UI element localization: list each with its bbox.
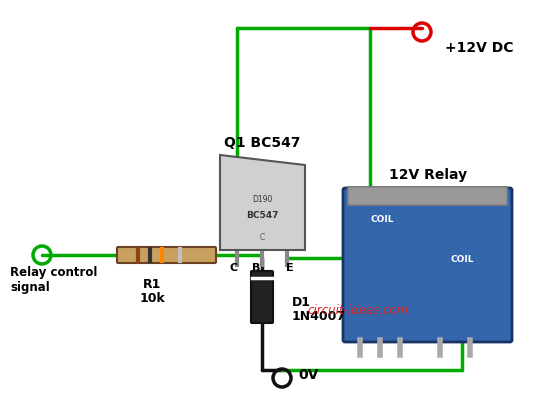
Text: Relay control
signal: Relay control signal	[10, 266, 97, 294]
Text: Q1 BC547: Q1 BC547	[224, 136, 300, 150]
Text: circuit-ideas.com: circuit-ideas.com	[307, 303, 409, 316]
Polygon shape	[220, 155, 305, 250]
Text: C: C	[259, 234, 264, 243]
Text: COIL: COIL	[370, 215, 394, 224]
Text: COIL: COIL	[450, 256, 474, 264]
Text: 1N4007: 1N4007	[292, 309, 346, 322]
Text: C: C	[230, 263, 238, 273]
FancyBboxPatch shape	[117, 247, 216, 263]
Text: R1: R1	[143, 279, 161, 292]
Text: 10k: 10k	[139, 292, 165, 305]
Text: D190: D190	[252, 196, 272, 205]
FancyBboxPatch shape	[343, 188, 512, 342]
FancyBboxPatch shape	[251, 271, 273, 323]
Text: BC547: BC547	[246, 211, 278, 220]
FancyBboxPatch shape	[348, 187, 508, 205]
Text: 12V Relay: 12V Relay	[389, 168, 467, 182]
Text: 0V: 0V	[298, 368, 318, 382]
Text: B: B	[252, 263, 260, 273]
Text: E: E	[286, 263, 294, 273]
Text: D1: D1	[292, 296, 311, 309]
Text: +12V DC: +12V DC	[445, 41, 514, 55]
